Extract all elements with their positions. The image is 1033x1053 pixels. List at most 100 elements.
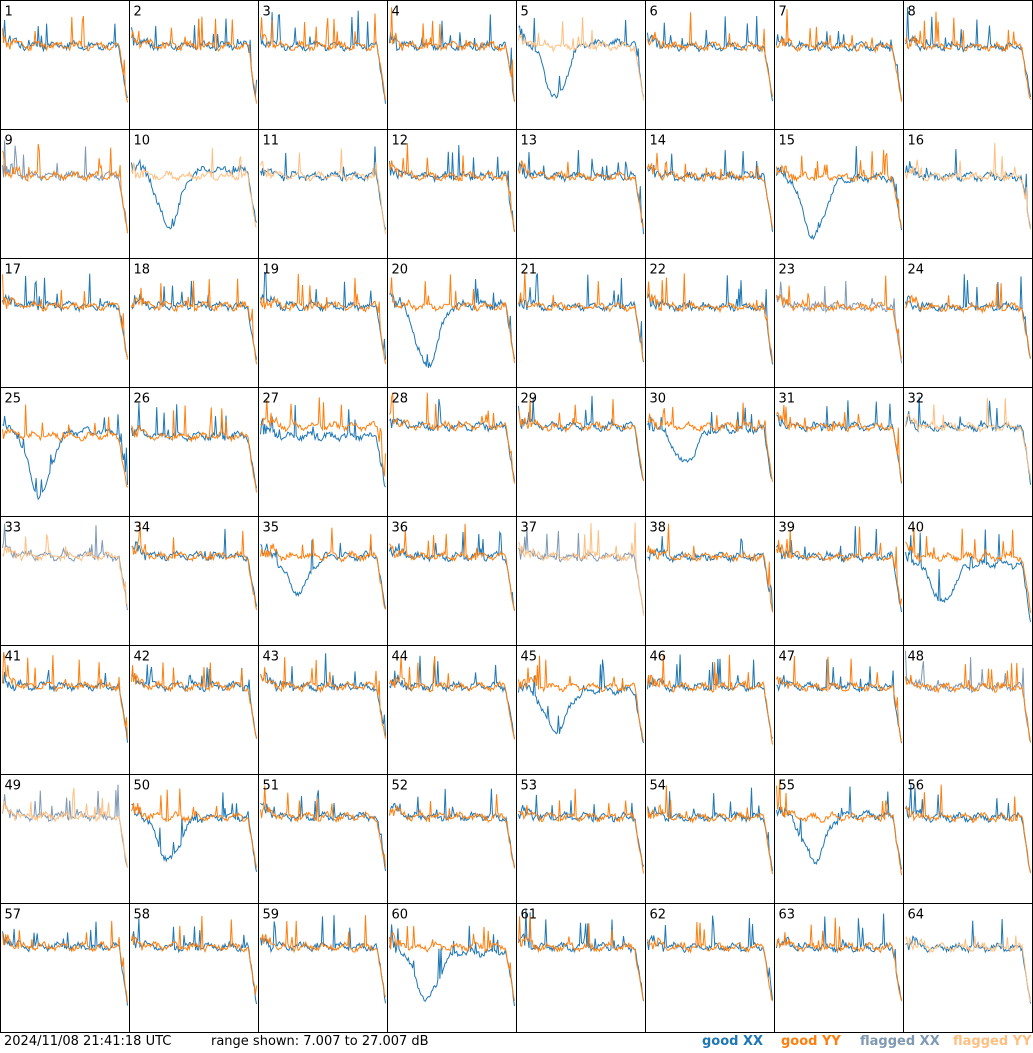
series-yy-flagged [905,397,1031,479]
tile-label: 51 [263,779,280,794]
series-yy-good [647,921,773,1002]
antenna-tile-56: 56 [903,774,1033,904]
antenna-tile-61: 61 [516,903,646,1033]
antenna-tile-47: 47 [774,645,904,775]
tile-frame [645,258,775,388]
series-yy-good [776,917,902,1002]
series-xx-good [389,655,515,739]
tile-label: 54 [650,779,667,794]
series-xx-good [776,526,902,613]
tile-frame [903,774,1033,904]
tile-frame [258,774,388,904]
antenna-tile-63: 63 [774,903,904,1033]
series-xx-good [647,536,773,612]
series-yy-good [260,13,386,100]
antenna-tile-12: 12 [387,129,517,259]
antenna-tile-41: 41 [0,645,130,775]
tile-frame [129,258,259,388]
antenna-tile-1: 1 [0,0,130,130]
series-xx-good [776,786,902,870]
tile-frame [774,258,904,388]
tile-label: 34 [134,521,151,536]
tile-frame [645,645,775,775]
tile-label: 2 [134,5,142,20]
series-xx-good [905,149,1031,229]
tile-label: 45 [521,650,538,665]
tile-label: 47 [779,650,796,665]
series-xx-good [260,915,386,1004]
tile-frame [774,129,904,259]
series-yy-good [131,405,257,493]
antenna-tile-30: 30 [645,387,775,517]
tile-label: 38 [650,521,667,536]
tile-label: 13 [521,134,538,149]
tile-label: 18 [134,263,151,278]
tile-label: 56 [908,779,925,794]
antenna-tile-22: 22 [645,258,775,388]
antenna-tile-23: 23 [774,258,904,388]
antenna-tile-36: 36 [387,516,517,646]
tile-frame [516,774,646,904]
legend-flagged-xx: flagged XX [860,1034,940,1049]
tile-label: 11 [263,134,280,149]
antenna-tile-46: 46 [645,645,775,775]
tile-frame [0,258,130,388]
series-yy-good [2,920,128,1003]
tile-label: 27 [263,392,280,407]
tile-frame [516,0,646,130]
tile-label: 41 [5,650,22,665]
series-yy-good [647,654,773,745]
tile-label: 63 [779,908,796,923]
series-yy-good [905,662,1031,743]
tile-label: 25 [5,392,22,407]
antenna-tile-24: 24 [903,258,1033,388]
tile-frame [129,387,259,517]
series-yy-flagged [2,788,128,868]
series-xx-good [131,158,257,230]
tile-frame [516,645,646,775]
tile-label: 49 [5,779,22,794]
series-yy-good [647,273,773,363]
tile-label: 19 [263,263,280,278]
tile-label: 22 [650,263,667,278]
series-xx-good [389,14,515,102]
tile-label: 10 [134,134,151,149]
antenna-tile-17: 17 [0,258,130,388]
antenna-tile-29: 29 [516,387,646,517]
series-xx-good [131,664,257,738]
series-xx-good [518,273,644,363]
tile-frame [0,903,130,1033]
series-yy-good [905,784,1031,874]
series-yy-good [389,523,515,611]
series-xx-good [389,278,515,369]
antenna-tile-62: 62 [645,903,775,1033]
series-yy-flagged [131,148,257,228]
antenna-tile-18: 18 [129,258,259,388]
series-xx-good [776,31,902,100]
tile-frame [0,0,130,130]
tile-label: 5 [521,5,529,20]
series-yy-good [518,271,644,362]
series-yy-good [647,523,773,613]
tile-label: 16 [908,134,925,149]
series-yy-good [647,402,773,482]
series-yy-good [260,915,386,998]
tile-label: 21 [521,263,538,278]
series-xx-good [131,918,257,1005]
antenna-tile-57: 57 [0,903,130,1033]
antenna-tile-15: 15 [774,129,904,259]
antenna-tile-42: 42 [129,645,259,775]
tile-frame [387,645,517,775]
tile-label: 35 [263,521,280,536]
antenna-tile-31: 31 [774,387,904,517]
series-yy-flagged [905,935,1031,1003]
antenna-tile-20: 20 [387,258,517,388]
series-xx-good [131,528,257,607]
antenna-tile-45: 45 [516,645,646,775]
tile-label: 29 [521,392,538,407]
antenna-tile-43: 43 [258,645,388,775]
tile-label: 23 [779,263,796,278]
tile-frame [516,516,646,646]
series-yy-good [518,160,644,228]
tile-frame [774,387,904,517]
